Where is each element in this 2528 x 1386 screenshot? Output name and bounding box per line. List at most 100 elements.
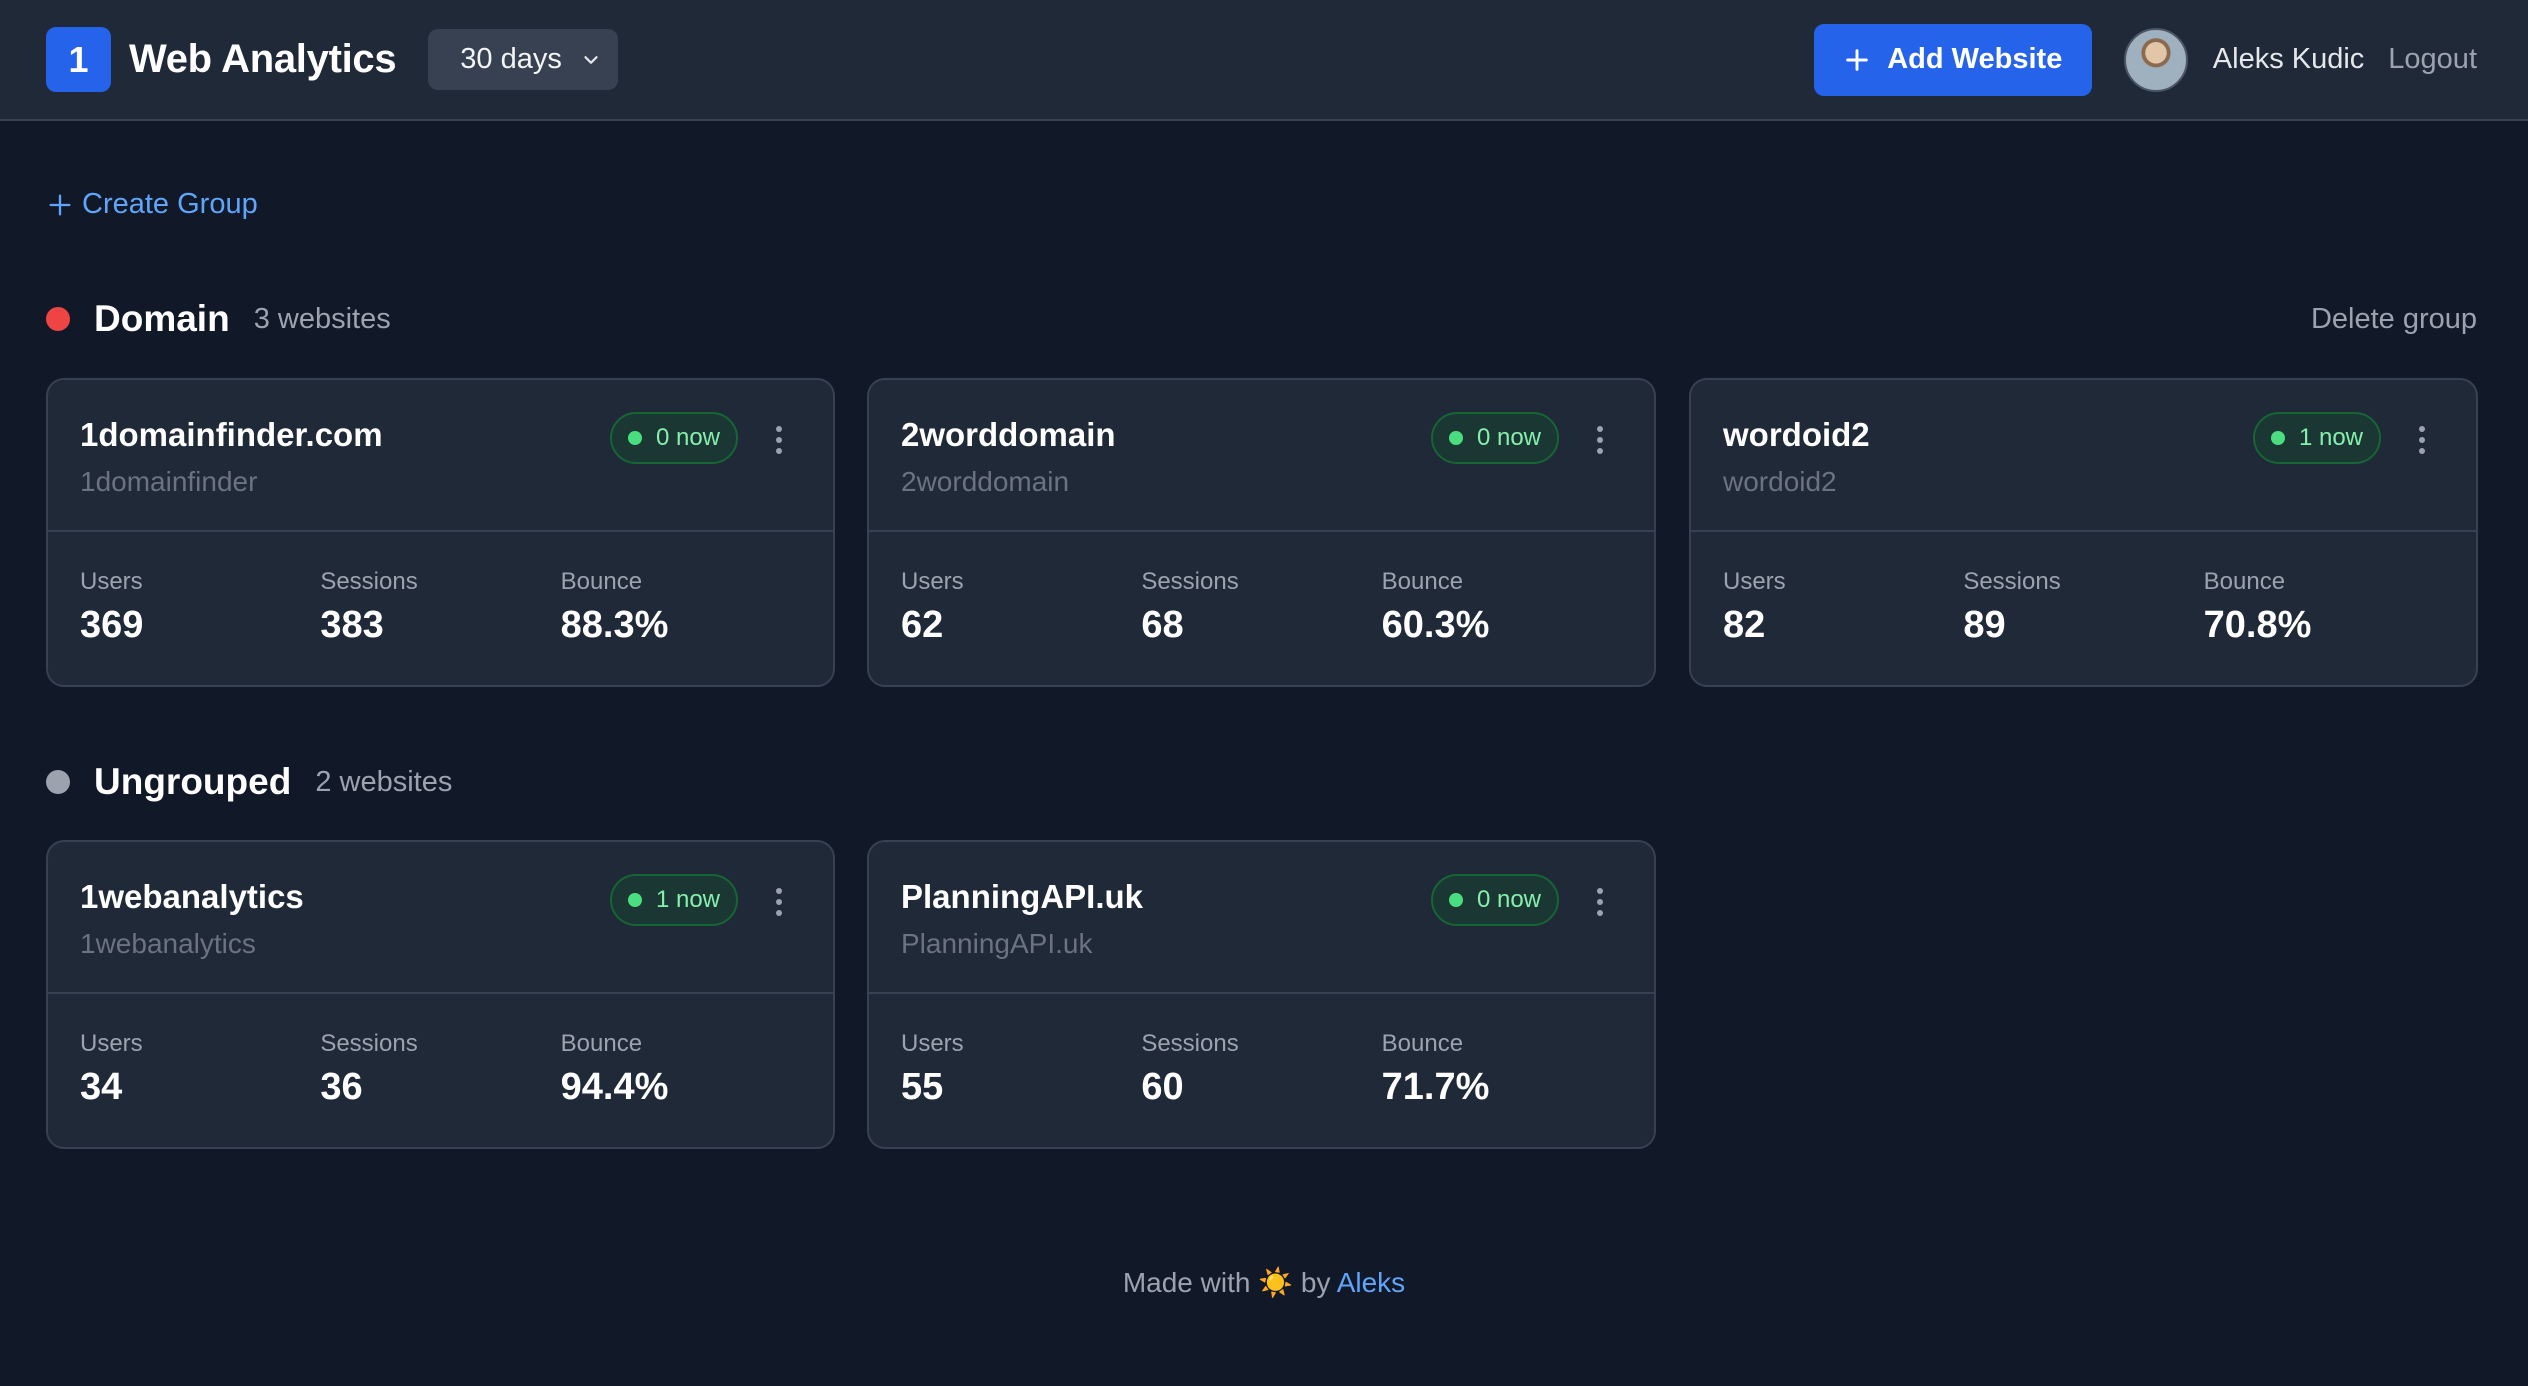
delete-group-button[interactable]: Delete group	[2310, 302, 2477, 335]
plus-icon	[1846, 48, 1869, 71]
footer-prefix: Made with	[1122, 1267, 1251, 1298]
live-visitors-badge: 0 now	[1430, 412, 1559, 464]
card-stats: Users 82 Sessions 89 Bounce 70.8%	[1691, 532, 2476, 647]
stat-value-sessions: 89	[1963, 604, 2006, 646]
live-visitors-badge: 0 now	[1430, 874, 1559, 926]
more-options-icon[interactable]	[773, 420, 785, 460]
stat-value-bounce: 94.4%	[560, 1066, 669, 1108]
live-count: 0 now	[655, 424, 720, 451]
site-slug: 1webanalytics	[80, 928, 256, 959]
stat-label-bounce: Bounce	[1381, 1030, 1464, 1057]
stat-value-users: 82	[1723, 604, 1766, 646]
card-header: 2worddomain 2worddomain 0 now	[869, 380, 1654, 532]
live-count: 1 now	[2298, 424, 2363, 451]
stat-label-users: Users	[1723, 568, 1786, 595]
card-stats: Users 62 Sessions 68 Bounce 60.3%	[869, 532, 1654, 647]
group-name: Ungrouped	[94, 761, 292, 802]
footer-by: by	[1300, 1267, 1331, 1298]
stat-value-bounce: 88.3%	[560, 604, 669, 646]
header-actions: Add Website Aleks Kudic Logout	[1813, 23, 2477, 96]
website-card[interactable]: PlanningAPI.uk PlanningAPI.uk 0 now User…	[867, 840, 1656, 1149]
user-name: Aleks Kudic	[2212, 43, 2365, 75]
stat-label-users: Users	[901, 568, 964, 595]
site-name[interactable]: 2worddomain	[901, 416, 1116, 453]
site-slug: wordoid2	[1723, 466, 1837, 497]
site-slug: 1domainfinder	[80, 466, 258, 497]
sun-icon: ☀️	[1258, 1267, 1294, 1298]
card-header: PlanningAPI.uk PlanningAPI.uk 0 now	[869, 842, 1654, 994]
group-color-dot	[46, 770, 70, 794]
date-range-select[interactable]: 30 days	[428, 29, 619, 90]
site-name[interactable]: wordoid2	[1723, 416, 1870, 453]
group-count: 2 websites	[315, 765, 453, 798]
stat-value-users: 62	[901, 604, 944, 646]
card-header: 1webanalytics 1webanalytics 1 now	[48, 842, 833, 994]
date-range-value: 30 days	[460, 43, 562, 75]
avatar[interactable]	[2123, 27, 2188, 92]
site-name[interactable]: PlanningAPI.uk	[901, 878, 1144, 915]
live-dot-icon	[627, 431, 642, 445]
live-visitors-badge: 1 now	[609, 874, 738, 926]
more-options-icon[interactable]	[773, 882, 785, 922]
create-group-button[interactable]: Create Group	[46, 188, 258, 221]
website-card[interactable]: 1webanalytics 1webanalytics 1 now Users 3…	[46, 840, 835, 1149]
stat-value-sessions: 60	[1141, 1066, 1184, 1108]
stat-label-bounce: Bounce	[560, 568, 643, 595]
live-dot-icon	[2270, 431, 2285, 445]
stat-value-users: 369	[80, 604, 144, 646]
stat-label-sessions: Sessions	[1141, 568, 1239, 595]
stat-label-sessions: Sessions	[1963, 568, 2061, 595]
live-count: 0 now	[1476, 424, 1541, 451]
stat-value-bounce: 70.8%	[2203, 604, 2312, 646]
stat-label-sessions: Sessions	[1141, 1030, 1239, 1057]
stat-value-sessions: 36	[320, 1066, 363, 1108]
group-header-ungrouped: Ungrouped 2 websites	[46, 761, 2477, 803]
website-card[interactable]: 1domainfinder.com 1domainfinder 0 now Us…	[46, 378, 835, 687]
site-name[interactable]: 1webanalytics	[80, 878, 304, 915]
create-group-label: Create Group	[82, 188, 258, 220]
stat-label-users: Users	[80, 568, 143, 595]
footer: Made with ☀️ by Aleks	[0, 1266, 2528, 1299]
stat-label-bounce: Bounce	[1381, 568, 1464, 595]
app-header: 1 Web Analytics 30 days Add Website Alek…	[0, 0, 2528, 121]
stat-value-sessions: 383	[320, 604, 384, 646]
card-header: wordoid2 wordoid2 1 now	[1691, 380, 2476, 532]
more-options-icon[interactable]	[1594, 882, 1606, 922]
more-options-icon[interactable]	[2416, 420, 2428, 460]
live-dot-icon	[1448, 431, 1463, 445]
group-name: Domain	[94, 298, 230, 339]
stat-label-users: Users	[901, 1030, 964, 1057]
live-visitors-badge: 0 now	[609, 412, 738, 464]
chevron-down-icon	[584, 55, 598, 64]
live-dot-icon	[627, 893, 642, 907]
card-stats: Users 55 Sessions 60 Bounce 71.7%	[869, 994, 1654, 1109]
card-header: 1domainfinder.com 1domainfinder 0 now	[48, 380, 833, 532]
add-website-label: Add Website	[1887, 43, 2063, 75]
website-card[interactable]: wordoid2 wordoid2 1 now Users 82 Sessions…	[1689, 378, 2478, 687]
stat-label-sessions: Sessions	[320, 1030, 418, 1057]
stat-value-bounce: 60.3%	[1381, 604, 1490, 646]
group-header-domain: Domain 3 websites Delete group	[46, 298, 2477, 340]
stat-label-sessions: Sessions	[320, 568, 418, 595]
stat-value-users: 34	[80, 1066, 123, 1108]
group-count: 3 websites	[253, 302, 391, 335]
stat-label-users: Users	[80, 1030, 143, 1057]
stat-value-bounce: 71.7%	[1381, 1066, 1490, 1108]
stat-value-users: 55	[901, 1066, 944, 1108]
live-count: 1 now	[655, 886, 720, 913]
author-link[interactable]: Aleks	[1336, 1267, 1406, 1298]
add-website-button[interactable]: Add Website	[1813, 23, 2092, 96]
live-count: 0 now	[1476, 886, 1541, 913]
stat-value-sessions: 68	[1141, 604, 1184, 646]
stat-label-bounce: Bounce	[560, 1030, 643, 1057]
stat-label-bounce: Bounce	[2203, 568, 2286, 595]
plus-icon	[49, 194, 71, 215]
website-card[interactable]: 2worddomain 2worddomain 0 now Users 62 Se…	[867, 378, 1656, 687]
site-slug: 2worddomain	[901, 466, 1070, 497]
site-name[interactable]: 1domainfinder.com	[80, 416, 383, 453]
brand: 1 Web Analytics 30 days	[46, 27, 619, 92]
app-logo[interactable]: 1	[46, 27, 111, 92]
more-options-icon[interactable]	[1594, 420, 1606, 460]
logout-link[interactable]: Logout	[2388, 43, 2477, 75]
card-stats: Users 369 Sessions 383 Bounce 88.3%	[48, 532, 833, 647]
